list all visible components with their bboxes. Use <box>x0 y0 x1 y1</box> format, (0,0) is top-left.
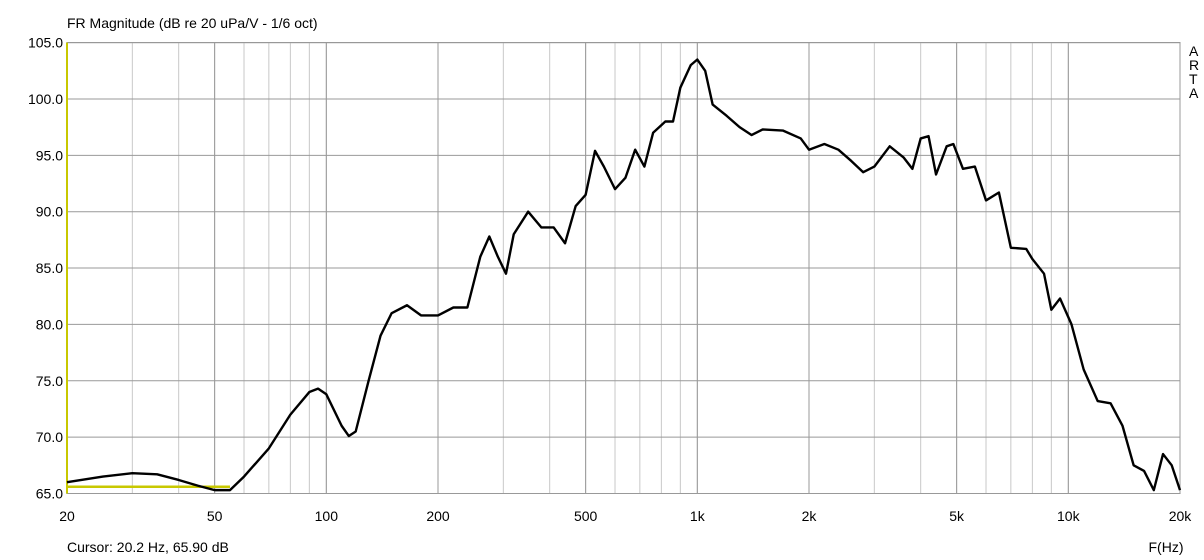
y-tick-label: 105.0 <box>28 35 63 51</box>
y-tick-label: 75.0 <box>36 373 63 389</box>
x-tick-label: 2k <box>802 508 818 524</box>
x-tick-label: 50 <box>207 508 223 524</box>
x-axis-label: F(Hz) <box>1149 539 1184 555</box>
y-tick-label: 90.0 <box>36 204 63 220</box>
y-tick-label: 95.0 <box>36 147 63 163</box>
annotation: ARTA <box>1189 43 1200 101</box>
y-tick-label: 100.0 <box>28 91 63 107</box>
x-tick-label: 200 <box>426 508 450 524</box>
x-tick-label: 5k <box>949 508 965 524</box>
x-tick-label: 1k <box>690 508 706 524</box>
x-tick-label: 100 <box>315 508 339 524</box>
y-tick-label: 65.0 <box>36 486 63 502</box>
x-tick-label: 20k <box>1169 508 1193 524</box>
x-tick-label: 500 <box>574 508 598 524</box>
y-tick-label: 85.0 <box>36 260 63 276</box>
line-series <box>66 58 1182 492</box>
y-tick-label: 80.0 <box>36 316 63 332</box>
chart-title: FR Magnitude (dB re 20 uPa/V - 1/6 oct) <box>67 15 318 31</box>
x-tick-label: 20 <box>59 508 75 524</box>
cursor-readout: Cursor: 20.2 Hz, 65.90 dB <box>67 539 229 555</box>
y-tick-label: 70.0 <box>36 429 63 445</box>
x-tick-label: 10k <box>1057 508 1081 524</box>
